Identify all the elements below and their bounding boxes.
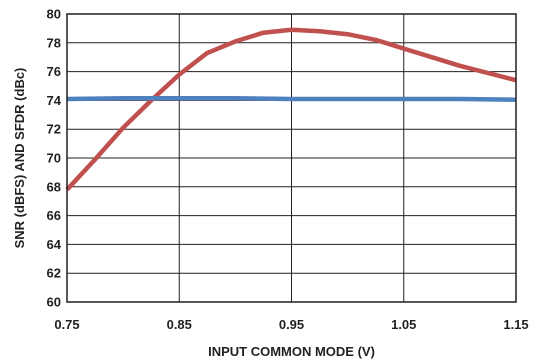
x-tick-label: 1.05	[391, 317, 416, 332]
y-tick-label: 64	[47, 237, 62, 252]
x-tick-labels: 0.75 0.85 0.95 1.05 1.15	[54, 317, 528, 332]
y-tick-labels: 60 62 64 66 68 70 72 74 76 78 80	[47, 7, 62, 310]
y-tick-label: 66	[47, 208, 61, 223]
y-tick-label: 76	[47, 64, 61, 79]
y-tick-label: 70	[47, 151, 61, 166]
y-tick-label: 60	[47, 295, 61, 310]
x-tick-label: 1.15	[503, 317, 528, 332]
y-tick-label: 74	[47, 93, 62, 108]
grid	[66, 13, 517, 303]
y-tick-label: 80	[47, 7, 61, 22]
y-tick-label: 72	[47, 122, 61, 137]
series-line-1	[65, 27, 517, 192]
x-tick-label: 0.95	[279, 317, 304, 332]
x-axis-title: INPUT COMMON MODE (V)	[208, 344, 375, 359]
y-tick-label: 78	[47, 35, 61, 50]
series-layer	[65, 27, 517, 192]
y-tick-label: 62	[47, 266, 61, 281]
plot-frame	[66, 13, 517, 303]
y-tick-label: 68	[47, 179, 61, 194]
x-tick-label: 0.85	[167, 317, 192, 332]
series-line-2	[66, 95, 517, 102]
x-tick-label: 0.75	[54, 317, 79, 332]
y-axis-title: SNR (dBFS) AND SFDR (dBc)	[12, 68, 27, 249]
